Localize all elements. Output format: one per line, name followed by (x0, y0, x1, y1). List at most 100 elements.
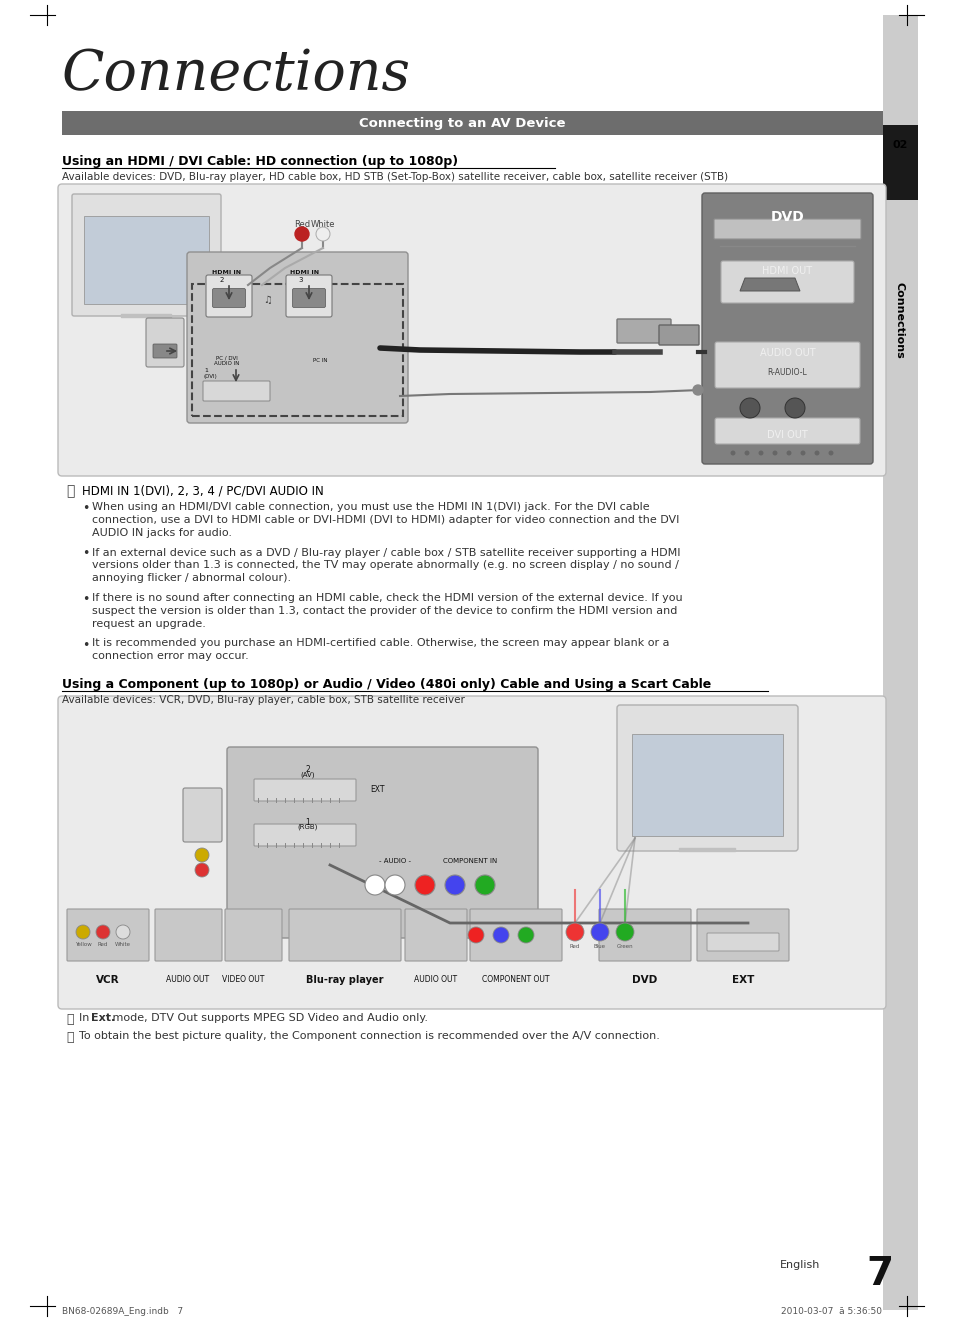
Circle shape (565, 923, 583, 941)
Text: COMPONENT IN: COMPONENT IN (442, 859, 497, 864)
Text: Red: Red (98, 942, 108, 947)
FancyBboxPatch shape (289, 909, 400, 960)
Circle shape (194, 848, 209, 863)
Text: 1: 1 (204, 369, 208, 373)
Circle shape (827, 450, 833, 456)
Circle shape (116, 925, 130, 939)
Circle shape (415, 875, 435, 896)
Text: R-AUDIO-L: R-AUDIO-L (767, 369, 806, 376)
Circle shape (740, 398, 760, 417)
Circle shape (590, 923, 608, 941)
Text: HDMI IN 1(DVI), 2, 3, 4 / PC/DVI AUDIO IN: HDMI IN 1(DVI), 2, 3, 4 / PC/DVI AUDIO I… (82, 483, 323, 497)
Text: DVD: DVD (632, 975, 657, 985)
Text: 1: 1 (305, 818, 310, 827)
Text: Available devices: DVD, Blu-ray player, HD cable box, HD STB (Set-Top-Box) satel: Available devices: DVD, Blu-ray player, … (62, 172, 727, 182)
Circle shape (468, 927, 483, 943)
Text: HDMI IN: HDMI IN (290, 269, 319, 275)
FancyBboxPatch shape (598, 909, 690, 960)
Text: 3: 3 (297, 277, 302, 283)
Text: VIDEO OUT: VIDEO OUT (222, 975, 264, 984)
Text: If there is no sound after connecting an HDMI cable, check the HDMI version of t: If there is no sound after connecting an… (91, 593, 682, 629)
Text: ♫: ♫ (263, 295, 273, 305)
Text: Blue: Blue (594, 945, 605, 948)
Text: PC / DVI: PC / DVI (215, 355, 237, 361)
FancyBboxPatch shape (617, 705, 797, 851)
FancyBboxPatch shape (697, 909, 788, 960)
FancyBboxPatch shape (203, 380, 270, 402)
Text: 2: 2 (220, 277, 224, 283)
FancyBboxPatch shape (293, 288, 325, 308)
FancyBboxPatch shape (146, 318, 184, 367)
Text: DVD: DVD (770, 210, 803, 225)
Text: mode, DTV Out supports MPEG SD Video and Audio only.: mode, DTV Out supports MPEG SD Video and… (109, 1013, 428, 1022)
FancyBboxPatch shape (253, 824, 355, 845)
FancyBboxPatch shape (154, 909, 222, 960)
Text: 2: 2 (305, 765, 310, 774)
FancyBboxPatch shape (183, 789, 222, 841)
FancyBboxPatch shape (225, 909, 282, 960)
Text: •: • (82, 593, 90, 606)
Text: COMPONENT OUT: COMPONENT OUT (482, 975, 549, 984)
Circle shape (784, 398, 804, 417)
Text: ⓓ: ⓓ (66, 1013, 73, 1026)
Text: Green: Green (616, 945, 633, 948)
Circle shape (475, 875, 495, 896)
Text: If an external device such as a DVD / Blu-ray player / cable box / STB satellite: If an external device such as a DVD / Bl… (91, 547, 679, 583)
Circle shape (616, 923, 634, 941)
Text: (DVI): (DVI) (204, 374, 217, 379)
FancyBboxPatch shape (714, 417, 859, 444)
Circle shape (730, 450, 735, 456)
Text: AUDIO OUT: AUDIO OUT (759, 347, 815, 358)
FancyBboxPatch shape (71, 194, 221, 316)
Text: ⓓ: ⓓ (66, 1030, 73, 1044)
Text: - AUDIO -: - AUDIO - (378, 859, 411, 864)
Text: Blu-ray player: Blu-ray player (306, 975, 383, 985)
Text: Connections: Connections (62, 48, 411, 102)
Text: VCR: VCR (96, 975, 120, 985)
Polygon shape (740, 277, 800, 291)
FancyBboxPatch shape (58, 184, 885, 476)
Bar (882, 15, 917, 1310)
FancyBboxPatch shape (720, 262, 853, 303)
Text: •: • (82, 502, 90, 515)
FancyBboxPatch shape (701, 193, 872, 464)
FancyBboxPatch shape (206, 275, 252, 317)
Circle shape (517, 927, 534, 943)
Text: English: English (779, 1260, 820, 1269)
Text: When using an HDMI/DVI cable connection, you must use the HDMI IN 1(DVI) jack. F: When using an HDMI/DVI cable connection,… (91, 502, 679, 538)
Text: Red: Red (294, 221, 310, 229)
Circle shape (96, 925, 110, 939)
Text: (AV): (AV) (300, 771, 314, 778)
Circle shape (385, 875, 405, 896)
FancyBboxPatch shape (227, 746, 537, 938)
Text: PC IN: PC IN (313, 358, 327, 363)
Text: White: White (311, 221, 335, 229)
Circle shape (772, 450, 777, 456)
Circle shape (692, 384, 702, 395)
Circle shape (758, 450, 762, 456)
Circle shape (785, 450, 791, 456)
Text: EXT: EXT (731, 975, 754, 985)
Bar (882, 125, 917, 199)
Circle shape (76, 925, 90, 939)
FancyBboxPatch shape (470, 909, 561, 960)
Text: Using a Component (up to 1080p) or Audio / Video (480i only) Cable and Using a S: Using a Component (up to 1080p) or Audio… (62, 678, 711, 691)
Text: DVI OUT: DVI OUT (766, 431, 807, 440)
Text: HDMI IN: HDMI IN (213, 269, 241, 275)
Text: AUDIO OUT: AUDIO OUT (166, 975, 210, 984)
Text: White: White (115, 942, 131, 947)
Circle shape (315, 227, 330, 240)
Text: Ext.: Ext. (91, 1013, 115, 1022)
Bar (84, 217, 209, 304)
Text: •: • (82, 547, 90, 560)
Circle shape (493, 927, 509, 943)
Text: EXT: EXT (370, 785, 384, 794)
Circle shape (814, 450, 819, 456)
Text: (RGB): (RGB) (297, 824, 318, 831)
Circle shape (444, 875, 464, 896)
FancyBboxPatch shape (713, 219, 861, 239)
FancyBboxPatch shape (213, 288, 245, 308)
Bar (62, 111, 883, 135)
Text: BN68-02689A_Eng.indb   7: BN68-02689A_Eng.indb 7 (62, 1306, 183, 1316)
FancyBboxPatch shape (152, 343, 177, 358)
